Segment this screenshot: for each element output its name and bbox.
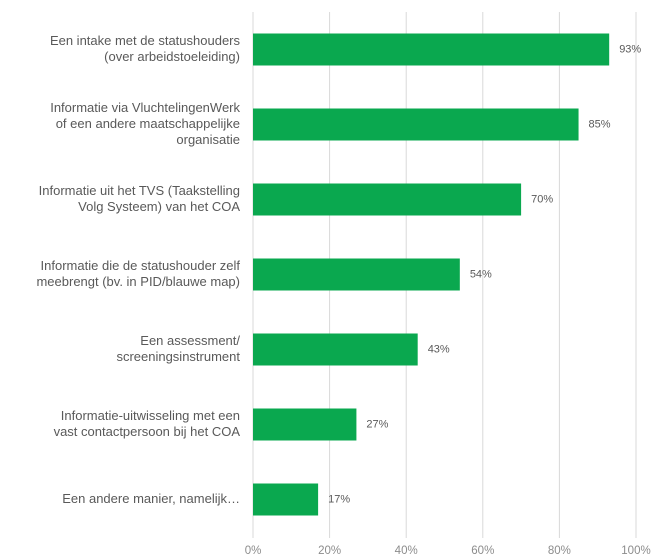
x-tick-label: 0%: [245, 545, 262, 557]
category-label: (over arbeidstoeleiding): [104, 49, 240, 64]
category-label: Een intake met de statushouders: [50, 33, 241, 48]
x-tick-label: 60%: [471, 545, 494, 557]
bar: [253, 183, 522, 216]
category-label: Volg Systeem) van het COA: [78, 199, 240, 214]
x-tick-label: 40%: [395, 545, 418, 557]
category-label: organisatie: [176, 132, 240, 147]
x-tick-label: 100%: [621, 545, 650, 557]
value-label: 27%: [366, 418, 388, 430]
category-label: Informatie die de statushouder zelf: [41, 258, 241, 273]
category-label: Informatie-uitwisseling met een: [61, 408, 240, 423]
value-label: 43%: [428, 343, 450, 355]
bar: [253, 33, 610, 66]
category-label: of een andere maatschappelijke: [56, 116, 240, 131]
value-label: 54%: [470, 268, 492, 280]
category-label: Een assessment/: [140, 333, 240, 348]
category-label: vast contactpersoon bij het COA: [54, 424, 241, 439]
bar: [253, 108, 579, 141]
category-label: Informatie uit het TVS (Taakstelling: [39, 183, 240, 198]
category-label: Een andere manier, namelijk…: [62, 491, 240, 506]
category-label: Informatie via VluchtelingenWerk: [50, 100, 240, 115]
x-tick-label: 20%: [318, 545, 341, 557]
category-label: screeningsinstrument: [116, 349, 240, 364]
value-label: 93%: [619, 43, 641, 55]
bar: [253, 258, 460, 291]
value-label: 85%: [589, 118, 611, 130]
bar: [253, 333, 418, 366]
x-tick-label: 80%: [548, 545, 571, 557]
bar: [253, 408, 357, 441]
value-label: 70%: [531, 193, 553, 205]
bar: [253, 483, 319, 516]
category-label: meebrengt (bv. in PID/blauwe map): [36, 274, 240, 289]
value-label: 17%: [328, 493, 350, 505]
